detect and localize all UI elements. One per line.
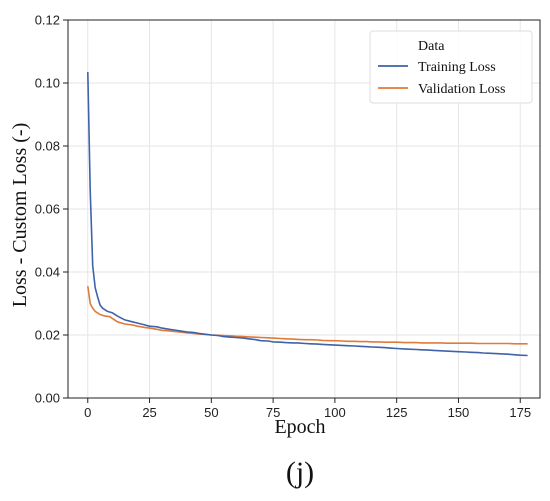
series-group	[87, 71, 528, 357]
x-tick-label: 150	[448, 405, 470, 420]
y-axis-title: Loss - Custom Loss (-)	[9, 123, 31, 307]
y-tick-label: 0.10	[35, 76, 60, 91]
x-tick-label: 125	[386, 405, 408, 420]
series-line-training-loss	[87, 71, 528, 357]
x-tick-label: 0	[84, 405, 91, 420]
legend: Data Training Loss Validation Loss	[369, 30, 533, 104]
y-tick-label: 0.02	[35, 328, 60, 343]
panel-label: (j)	[286, 456, 314, 489]
x-tick-label: 75	[266, 405, 280, 420]
y-tick-label: 0.04	[35, 265, 60, 280]
y-tick-label: 0.08	[35, 139, 60, 154]
grid-lines	[68, 19, 540, 399]
y-tick-label: 0.06	[35, 202, 60, 217]
legend-label-validation: Validation Loss	[418, 82, 506, 97]
x-tick-label: 175	[509, 405, 531, 420]
x-tick-label: 25	[142, 405, 156, 420]
x-axis-title: Epoch	[274, 416, 325, 438]
y-tick-label: 0.12	[35, 13, 60, 28]
y-axis: 0.00 0.02 0.04 0.06 0.08 0.10 0.12	[35, 13, 68, 406]
series-line-validation-loss	[87, 286, 528, 345]
x-axis: 0 25 50 75 100 125 150 175	[84, 398, 531, 420]
y-tick-label: 0.00	[35, 391, 60, 406]
legend-label-training: Training Loss	[418, 60, 496, 75]
legend-box	[369, 30, 533, 104]
x-tick-label: 50	[204, 405, 218, 420]
legend-title: Data	[418, 39, 445, 54]
x-tick-label: 100	[324, 405, 346, 420]
